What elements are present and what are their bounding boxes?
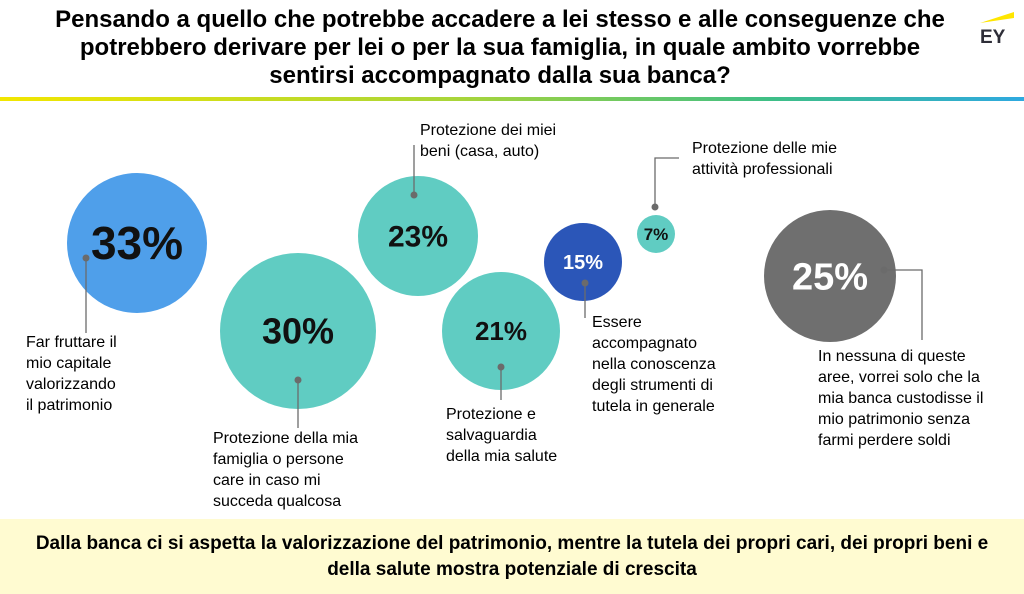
leader-line	[884, 269, 923, 340]
bubble-value-label: 33%	[91, 217, 183, 269]
leader-line	[654, 157, 679, 207]
page-title: Pensando a quello che potrebbe accadere …	[55, 6, 945, 89]
bubble-description: In nessuna di queste aree, vorrei solo c…	[818, 348, 984, 449]
bubble-description: Protezione della mia famiglia o persone …	[213, 430, 358, 510]
bubble-23	[358, 176, 478, 296]
bubble-value-label: 7%	[644, 225, 669, 244]
bubble-description: Protezione delle mie attività profession…	[692, 140, 837, 178]
bubble-description: Protezione dei miei beni (casa, auto)	[420, 122, 557, 160]
footer-banner: Dalla banca ci si aspetta la valorizzazi…	[0, 519, 1024, 594]
title-divider-bar	[0, 97, 1024, 101]
bubble-value-label: 25%	[792, 256, 868, 298]
leader-dot	[294, 376, 302, 384]
bubble-description: Essere accompagnato nella conoscenza deg…	[592, 314, 716, 415]
ey-logo-text: EY	[980, 27, 1006, 46]
ey-logo-beam	[980, 12, 1014, 23]
footer-text: Dalla banca ci si aspetta la valorizzazi…	[35, 533, 989, 580]
leader-dot	[880, 266, 888, 274]
bubble-7	[637, 215, 675, 253]
leader-dot	[497, 363, 505, 371]
bubble-21	[442, 272, 560, 390]
bubble-description: Protezione e salvaguardia della mia salu…	[446, 406, 558, 465]
bubble-25	[764, 210, 896, 342]
bubble-value-label: 21%	[475, 316, 527, 346]
title-divider	[0, 97, 1024, 101]
bubble-value-label: 23%	[388, 221, 448, 254]
bubble-description: Far fruttare il mio capitale valorizzand…	[26, 334, 117, 414]
leader-dot	[651, 203, 659, 211]
bubble-33	[67, 173, 207, 313]
ey-logo: EY	[980, 12, 1014, 46]
leader-dot	[410, 191, 418, 199]
leader-dot	[82, 254, 90, 262]
bubble-value-label: 15%	[563, 252, 603, 274]
bubble-30	[220, 253, 376, 409]
bubble-15	[544, 223, 622, 301]
leader-dot	[581, 279, 589, 287]
bubble-value-label: 30%	[262, 311, 334, 352]
